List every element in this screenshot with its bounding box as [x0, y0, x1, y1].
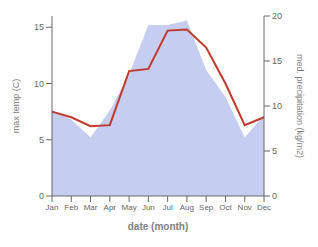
- svg-text:Apr: Apr: [104, 203, 117, 212]
- svg-text:Oct: Oct: [219, 203, 232, 212]
- svg-text:Dec: Dec: [257, 203, 271, 212]
- svg-text:5: 5: [39, 135, 44, 145]
- svg-text:10: 10: [34, 79, 44, 89]
- svg-text:0: 0: [272, 191, 277, 201]
- svg-text:Aug: Aug: [180, 203, 194, 212]
- svg-text:Feb: Feb: [64, 203, 78, 212]
- svg-text:Jun: Jun: [142, 203, 155, 212]
- svg-text:5: 5: [272, 146, 277, 156]
- svg-text:Mar: Mar: [84, 203, 98, 212]
- svg-text:10: 10: [272, 101, 282, 111]
- svg-text:med. precipitation (kg/m2): med. precipitation (kg/m2): [295, 54, 305, 158]
- svg-text:15: 15: [272, 56, 282, 66]
- svg-text:date (month): date (month): [128, 221, 189, 232]
- svg-text:20: 20: [272, 11, 282, 21]
- svg-text:Sep: Sep: [199, 203, 214, 212]
- svg-text:Jan: Jan: [46, 203, 59, 212]
- svg-text:0: 0: [39, 191, 44, 201]
- svg-text:Nov: Nov: [238, 203, 252, 212]
- svg-text:May: May: [122, 203, 137, 212]
- svg-text:15: 15: [34, 22, 44, 32]
- svg-text:max temp (C): max temp (C): [11, 79, 21, 134]
- svg-text:Jul: Jul: [163, 203, 173, 212]
